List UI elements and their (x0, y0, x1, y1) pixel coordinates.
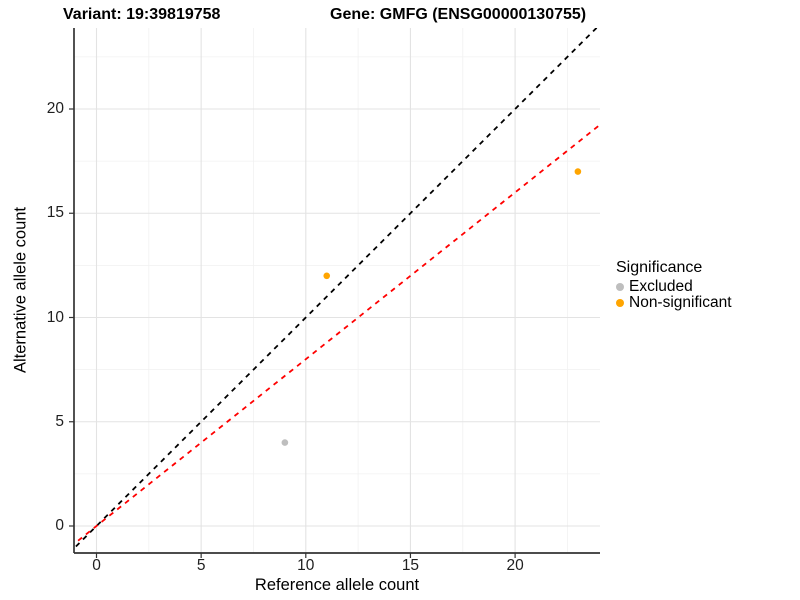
x-tick-label: 5 (196, 557, 206, 574)
y-tick-label: 5 (55, 412, 64, 430)
x-tick-label: 20 (506, 557, 524, 574)
gene-title: Gene: GMFG (ENSG00000130755) (330, 6, 587, 23)
legend-item-excluded: Excluded (616, 278, 732, 295)
data-point-non-significant (323, 272, 331, 280)
data-point-non-significant (574, 168, 582, 175)
legend-title: Significance (616, 259, 703, 276)
x-tick-label: 10 (297, 557, 315, 574)
legend: Significance Excluded Non-significant (616, 259, 732, 311)
identity-line (74, 28, 598, 550)
y-tick-label: 0 (55, 517, 64, 534)
legend-item-non-significant: Non-significant (616, 294, 732, 311)
x-axis-title: Reference allele count (254, 576, 420, 594)
legend-dot-icon (616, 283, 624, 291)
y-tick-label: 10 (46, 308, 64, 326)
legend-items: Excluded Non-significant (616, 278, 732, 311)
y-tick-label: 20 (46, 100, 64, 117)
x-tick-label: 0 (92, 557, 101, 574)
variant-title: Variant: 19:39819758 (63, 6, 221, 23)
y-axis-title: Alternative allele count (11, 206, 30, 374)
y-tick-label: 15 (46, 204, 64, 222)
data-point-excluded (281, 439, 289, 446)
legend-item-label: Non-significant (629, 294, 732, 311)
legend-dot-icon (616, 299, 624, 307)
x-tick-label: 15 (401, 557, 420, 574)
expected-ratio-line (74, 123, 600, 546)
legend-item-label: Excluded (629, 278, 693, 295)
